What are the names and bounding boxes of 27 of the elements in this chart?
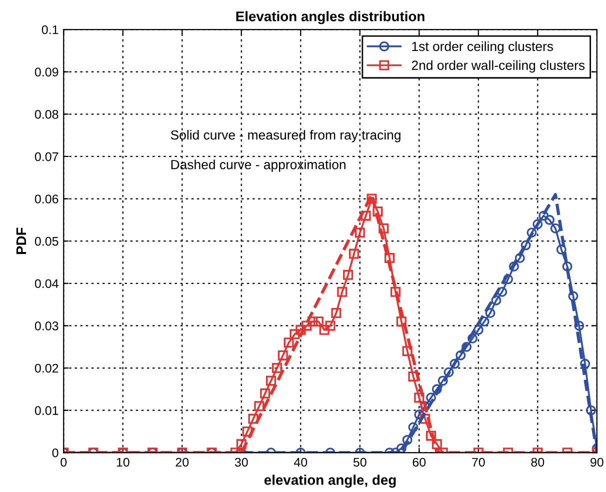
x-tick-label: 30: [234, 458, 248, 467]
y-axis-title: PDF: [16, 228, 26, 254]
chart-title: Elevation angles distribution: [236, 11, 424, 24]
y-tick-label: 0.02: [34, 364, 58, 373]
x-tick-label: 50: [353, 458, 366, 467]
x-tick-label: 10: [116, 458, 130, 467]
x-tick-label: 20: [176, 458, 189, 467]
y-tick-label: 0.09: [34, 68, 58, 76]
x-axis-title: elevation angle, deg: [264, 474, 396, 488]
x-tick-label: 70: [472, 458, 485, 467]
y-tick-label: 0.05: [34, 236, 58, 246]
y-tick-label: 0.08: [34, 110, 58, 119]
y-tick-label: 0.06: [34, 194, 58, 204]
annotation: Dashed curve - approximation: [171, 160, 346, 172]
x-tick-label: 60: [412, 458, 426, 467]
x-tick-label: 80: [531, 458, 544, 467]
y-tick-label: 0.04: [34, 279, 58, 288]
y-tick-label: 0.07: [34, 152, 58, 162]
y-tick-label: 0.03: [34, 322, 58, 330]
y-tick-label: 0: [52, 448, 58, 458]
y-tick-label: 0.1: [42, 25, 58, 34]
y-tick-label: 0.01: [34, 406, 58, 415]
legend-label: 1st order ceiling clusters: [412, 41, 554, 54]
x-tick-label: 0: [60, 458, 67, 467]
legend-label: 2nd order wall-ceiling clusters: [412, 60, 585, 73]
x-tick-label: 90: [590, 458, 604, 467]
x-tick-label: 40: [294, 458, 308, 467]
